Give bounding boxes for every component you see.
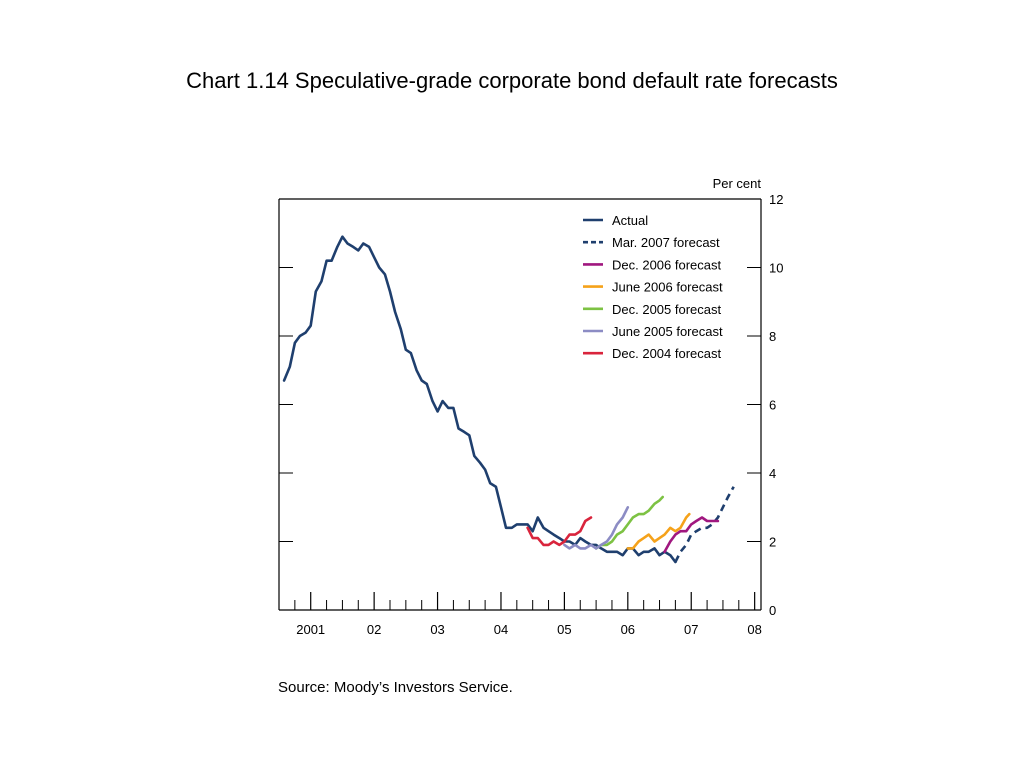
y-tick-label: 6 [769,398,776,413]
x-tick-label: 06 [621,622,635,637]
chart-legend: Actual Mar. 2007 forecast Dec. 2006 foreca… [583,213,723,361]
legend-label-dec-2005-forecast: Dec. 2005 forecast [612,302,722,317]
series-line-dec-2005-forecast [594,495,664,550]
y-unit-label: Per cent [713,176,762,191]
y-tick-label: 0 [769,603,776,618]
x-tick-label: 03 [430,622,444,637]
x-tick-label: 07 [684,622,698,637]
legend-label-june-2005-forecast: June 2005 forecast [612,324,723,339]
legend-label-june-2006-forecast: June 2006 forecast [612,280,723,295]
x-tick-label: 05 [557,622,571,637]
series-line-mar-2007-forecast [674,486,735,563]
chart-series-lines [282,235,735,564]
series-line-dec-2006-forecast [663,516,720,554]
x-tick-label: 04 [494,622,508,637]
x-tick-label: 02 [367,622,381,637]
y-tick-label: 12 [769,192,783,207]
series-line-dec-2004-forecast [526,516,593,547]
y-tick-label: 10 [769,261,783,276]
series-line-june-2005-forecast [563,506,630,550]
legend-label-actual: Actual [612,213,648,228]
legend-label-dec-2004-forecast: Dec. 2004 forecast [612,346,722,361]
source-note: Source: Moody’s Investors Service. [278,679,513,696]
chart-title: Chart 1.14 Speculative-grade corporate b… [186,68,838,93]
legend-label-mar-2007-forecast: Mar. 2007 forecast [612,235,720,250]
y-tick-label: 4 [769,466,776,481]
legend-label-dec-2006-forecast: Dec. 2006 forecast [612,257,722,272]
y-tick-label: 2 [769,535,776,550]
series-line-june-2006-forecast [626,512,691,550]
x-tick-label: 08 [747,622,761,637]
x-tick-label: 2001 [296,622,325,637]
y-tick-label: 8 [769,329,776,344]
series-line-actual [282,235,677,564]
